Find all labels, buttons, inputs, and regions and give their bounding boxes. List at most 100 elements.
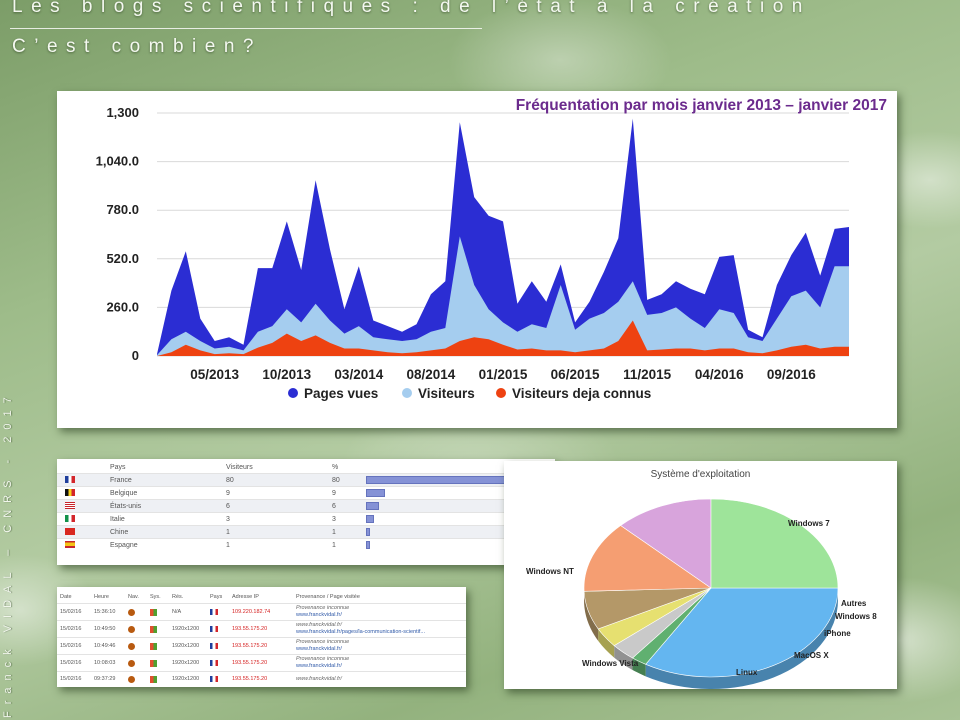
country-visitors: 6 (226, 502, 230, 510)
system-icon (150, 608, 157, 616)
pie-label: Windows 7 (788, 519, 830, 528)
pie-slice-side (632, 657, 646, 677)
visit-time: 10:08:03 (94, 660, 116, 666)
y-tick-label: 0 (132, 348, 139, 363)
y-tick-label: 260.0 (106, 299, 139, 314)
visit-ip: 193.55.175.20 (232, 676, 268, 682)
x-tick-label: 08/2014 (407, 367, 456, 382)
visit-resolution: 1920x1200 (172, 660, 200, 666)
visit-date: 15/02/16 (60, 676, 82, 682)
os-pie-plot (583, 498, 839, 689)
system-icon (150, 659, 157, 667)
x-tick-label: 04/2016 (695, 367, 744, 382)
visit-date: 15/02/16 (60, 643, 82, 649)
country-percent: 1 (332, 541, 336, 549)
percent-bar (366, 476, 516, 484)
flag-icon (210, 625, 218, 632)
browser-icon (128, 659, 135, 667)
visits-log-table: Date Heure Nav. Sys. Rés. Pays Adresse I… (57, 587, 466, 687)
percent-bar (366, 489, 385, 497)
country-name: Belgique (110, 489, 138, 497)
pie-slice (710, 498, 839, 589)
header-sys: Sys. (150, 594, 161, 600)
monthly-traffic-plot: 0 260.0 520.0 780.0 1,040.0 1,300 05/2013 10/20… (96, 105, 849, 401)
visit-ip: 193.55.175.20 (232, 660, 268, 666)
legend-label: Visiteurs deja connus (512, 386, 651, 401)
pie-slice-side (645, 588, 838, 689)
visit-ip: 109.220.182.74 (232, 609, 271, 615)
pie-label: Windows Vista (582, 659, 639, 668)
x-tick-label: 11/2015 (623, 367, 672, 382)
flag-icon (210, 642, 218, 649)
chart-title: Fréquentation par mois janvier 2013 – ja… (515, 97, 887, 114)
visit-provenance: www.franckvidal.fr/ (296, 622, 342, 628)
header-pays: Pays (110, 463, 126, 471)
header-pays: Pays (210, 594, 223, 600)
legend-marker (402, 388, 412, 398)
country-name: États-unis (110, 502, 142, 510)
country-row: Italie 3 3 (57, 512, 555, 526)
legend-label: Pages vues (304, 386, 378, 401)
flag-icon (65, 476, 75, 484)
country-name: France (110, 476, 132, 484)
country-table-header: Pays Visiteurs % (57, 461, 555, 474)
flag-icon (210, 675, 218, 682)
visit-ip: 193.55.175.20 (232, 643, 268, 649)
header-provenance: Provenance / Page visitée (296, 594, 360, 600)
visit-date: 15/02/16 (60, 660, 82, 666)
y-tick-label: 520.0 (106, 251, 139, 266)
percent-bar (366, 515, 374, 523)
visit-resolution: N/A (172, 609, 182, 615)
pie-label: MacOS X (794, 651, 829, 660)
system-icon (150, 675, 157, 683)
visit-time: 09:37:29 (94, 676, 116, 682)
percent-bar (366, 528, 370, 536)
header-heure: Heure (94, 594, 109, 600)
flag-icon (65, 528, 75, 536)
country-visitors: 9 (226, 489, 230, 497)
browser-icon (128, 625, 135, 633)
visit-page-link[interactable]: www.franckvidal.fr/ (296, 646, 342, 652)
y-tick-label: 1,040.0 (96, 154, 139, 169)
flag-icon (65, 541, 75, 549)
x-tick-label: 05/2013 (190, 367, 239, 382)
y-tick-label: 1,300 (106, 105, 139, 120)
visit-page-link[interactable]: www.franckvidal.fr/pages/la-communicatio… (296, 629, 425, 635)
pie-label: Linux (736, 668, 758, 677)
x-tick-label: 03/2014 (334, 367, 383, 382)
flag-icon (65, 489, 75, 497)
browser-icon (128, 608, 135, 616)
visit-date: 15/02/16 (60, 626, 82, 632)
visit-page-link[interactable]: www.franckvidal.fr/ (296, 612, 342, 618)
visit-ip: 193.55.175.20 (232, 626, 268, 632)
visit-resolution: 1920x1200 (172, 676, 200, 682)
series-area-2 (157, 320, 849, 356)
title-divider (10, 28, 482, 29)
visit-row: 15/02/16 10:08:03 1920x1200 193.55.175.20 Pr… (57, 654, 466, 672)
flag-icon (210, 608, 218, 615)
pie-slice-side (614, 645, 633, 670)
visit-row: 15/02/16 09:37:29 1920x1200 193.55.175.20 ww… (57, 671, 466, 687)
country-visitors: 80 (226, 476, 234, 484)
country-name: Chine (110, 528, 129, 536)
flag-icon (65, 515, 75, 523)
series-area-0 (157, 118, 849, 356)
country-row: Belgique 9 9 (57, 486, 555, 500)
os-pie-chart: Système d'exploitation Windows 7 Autres Wi… (504, 461, 897, 689)
header-date: Date (60, 594, 72, 600)
country-percent: 3 (332, 515, 336, 523)
header-ip: Adresse IP (232, 594, 259, 600)
country-row: États-unis 6 6 (57, 499, 555, 513)
system-icon (150, 642, 157, 650)
visit-date: 15/02/16 (60, 609, 82, 615)
country-visitors: 1 (226, 541, 230, 549)
visits-table-header: Date Heure Nav. Sys. Rés. Pays Adresse I… (57, 591, 466, 604)
x-tick-label: 10/2013 (262, 367, 311, 382)
country-row: Chine 1 1 (57, 525, 555, 539)
browser-icon (128, 642, 135, 650)
visit-page-link[interactable]: www.franckvidal.fr/ (296, 663, 342, 669)
visit-time: 10:49:46 (94, 643, 116, 649)
visit-provenance: Provenance inconnue (296, 605, 350, 611)
monthly-traffic-chart: 0 260.0 520.0 780.0 1,040.0 1,300 05/2013 10/20… (57, 91, 897, 428)
visit-row: 15/02/16 10:49:46 1920x1200 193.55.175.20 Pr… (57, 637, 466, 655)
